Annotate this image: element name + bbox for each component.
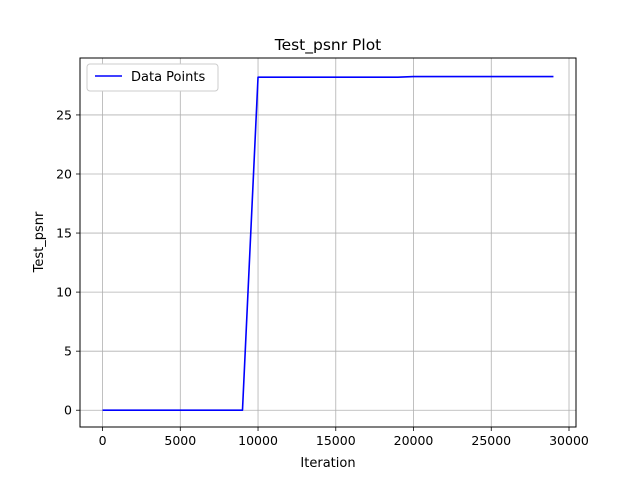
ticks: 0 5000 10000 15000 20000 25000 30000 0 5 10 15 20 25 <box>56 107 589 448</box>
x-tick-label: 15000 <box>316 433 356 448</box>
x-tick-label: 30000 <box>549 433 589 448</box>
x-tick-label: 20000 <box>394 433 434 448</box>
y-tick-label: 15 <box>56 226 72 241</box>
x-axis-label: Iteration <box>300 456 355 471</box>
x-tick-label: 10000 <box>238 433 278 448</box>
legend: Data Points <box>86 63 219 92</box>
y-tick-label: 10 <box>56 285 72 300</box>
x-tick-label: 5000 <box>164 433 196 448</box>
y-tick-label: 25 <box>56 107 72 122</box>
chart-title: Test_psnr Plot <box>274 36 382 55</box>
series-line <box>102 75 554 412</box>
y-axis-label: Test_psnr <box>32 211 47 273</box>
plot-frame <box>79 57 577 428</box>
legend-label: Data Points <box>131 70 205 85</box>
y-tick-label: 5 <box>64 344 72 359</box>
series-layer <box>102 75 554 412</box>
x-tick-label: 0 <box>99 433 107 448</box>
y-tick-label: 20 <box>56 166 72 181</box>
legend-box <box>86 63 219 92</box>
x-tick-label: 25000 <box>471 433 511 448</box>
y-tick-label: 0 <box>64 403 72 418</box>
